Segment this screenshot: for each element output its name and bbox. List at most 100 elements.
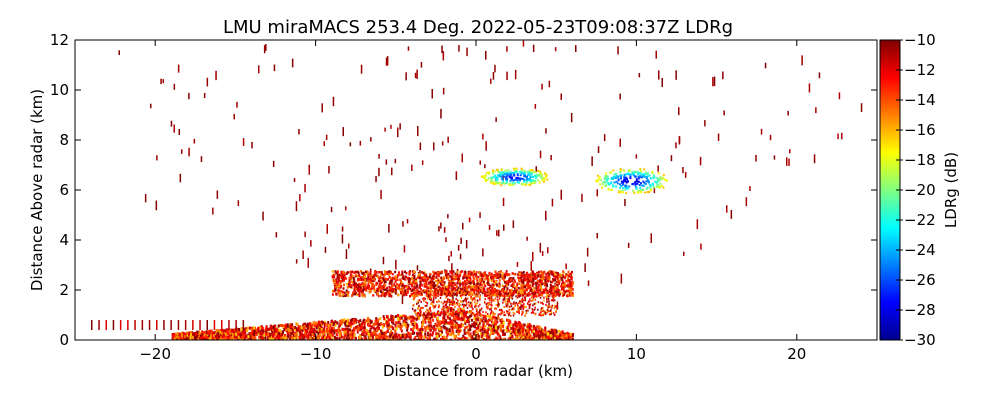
ldr-pixel bbox=[322, 328, 325, 332]
ldr-pixel bbox=[350, 333, 353, 337]
ldr-pixel bbox=[386, 272, 389, 275]
ldr-pixel bbox=[435, 332, 438, 336]
ldr-pixel bbox=[452, 292, 455, 295]
ldr-pixel bbox=[460, 324, 463, 328]
ldr-pixel bbox=[441, 141, 444, 146]
ldr-pixel bbox=[571, 292, 574, 295]
ldr-pixel bbox=[201, 332, 204, 336]
ldr-pixel bbox=[432, 318, 435, 322]
ldr-pixel bbox=[420, 292, 423, 296]
ldr-pixel bbox=[555, 337, 558, 340]
ldr-pixel bbox=[426, 286, 429, 290]
ldr-pixel bbox=[144, 194, 147, 203]
ldr-pixel bbox=[523, 284, 526, 287]
ldr-pixel bbox=[422, 319, 424, 323]
ldr-pixel bbox=[453, 334, 456, 338]
ldr-pixel bbox=[523, 305, 526, 308]
ldr-pixel bbox=[330, 338, 333, 340]
ldr-pixel bbox=[572, 281, 575, 285]
ldr-pixel bbox=[479, 160, 481, 165]
ldr-pixel bbox=[336, 336, 339, 340]
ldr-pixel bbox=[342, 293, 345, 296]
ldr-pixel bbox=[447, 278, 450, 281]
ldr-pixel bbox=[351, 270, 354, 273]
ldr-pixel bbox=[403, 286, 406, 289]
ldr-pixel bbox=[517, 286, 520, 290]
ldr-pixel bbox=[431, 290, 434, 293]
ldr-pixel bbox=[495, 289, 498, 293]
ldr-pixel bbox=[463, 280, 466, 283]
ldr-pixel bbox=[272, 160, 275, 167]
ldr-pixel bbox=[554, 275, 557, 278]
ldr-pixel bbox=[323, 325, 326, 329]
ldr-pixel bbox=[399, 327, 402, 331]
ldr-pixel bbox=[555, 311, 557, 314]
ldr-pixel bbox=[537, 308, 539, 311]
ldr-pixel bbox=[433, 296, 435, 299]
ldr-pixel bbox=[194, 336, 197, 340]
ldr-pixel bbox=[487, 276, 490, 280]
ldr-pixel bbox=[532, 279, 535, 283]
ldr-pixel bbox=[381, 293, 384, 296]
ldr-pixel bbox=[336, 284, 339, 288]
ldr-pixel bbox=[523, 336, 526, 339]
ldr-pixel bbox=[367, 316, 369, 320]
ldr-pixel bbox=[364, 278, 367, 282]
ldr-pixel bbox=[420, 277, 423, 280]
ldr-pixel bbox=[471, 303, 473, 306]
ldr-pixel bbox=[534, 295, 536, 298]
ldr-pixel bbox=[338, 276, 341, 280]
ldr-pixel bbox=[465, 240, 468, 249]
ldr-pixel bbox=[440, 280, 443, 283]
ldr-pixel bbox=[454, 283, 457, 287]
ldr-pixel bbox=[544, 283, 547, 287]
ldr-pixel bbox=[442, 320, 445, 324]
ldr-pixel bbox=[380, 280, 383, 283]
ldr-pixel bbox=[556, 283, 559, 287]
ldr-pixel bbox=[417, 276, 419, 279]
ldr-pixel bbox=[331, 270, 334, 273]
ldr-pixel bbox=[558, 294, 561, 297]
ldr-pixel bbox=[312, 321, 315, 324]
ldr-pixel bbox=[525, 288, 528, 291]
ldr-pixel bbox=[516, 289, 518, 292]
ldr-pixel bbox=[423, 326, 426, 330]
ldr-pixel bbox=[683, 251, 685, 256]
ldr-pixel bbox=[362, 333, 365, 337]
ldr-pixel bbox=[508, 300, 511, 303]
ldr-pixel bbox=[397, 321, 400, 325]
ldr-pixel bbox=[495, 322, 498, 326]
ldr-pixel bbox=[486, 278, 489, 281]
ldr-pixel bbox=[354, 336, 357, 340]
ldr-pixel bbox=[467, 316, 470, 320]
ldr-pixel bbox=[470, 272, 473, 276]
ldr-pixel bbox=[459, 270, 462, 274]
ldr-pixel bbox=[293, 327, 296, 331]
ldr-pixel bbox=[398, 271, 400, 274]
ldr-pixel bbox=[518, 294, 521, 297]
ldr-pixel bbox=[443, 312, 446, 316]
ldr-pixel bbox=[454, 317, 457, 321]
ldr-pixel bbox=[479, 328, 482, 332]
ldr-pixel bbox=[562, 275, 565, 279]
ldr-pixel bbox=[531, 308, 534, 311]
ldr-pixel bbox=[509, 330, 512, 334]
ldr-pixel bbox=[391, 276, 394, 280]
ldr-pixel bbox=[338, 284, 340, 288]
ldr-pixel bbox=[325, 336, 328, 340]
ldr-pixel bbox=[551, 330, 554, 334]
ldr-pixel bbox=[450, 282, 453, 285]
ldr-pixel bbox=[550, 270, 552, 273]
ldr-pixel bbox=[540, 270, 543, 273]
ldr-pixel bbox=[504, 276, 506, 279]
ldr-pixel bbox=[450, 271, 453, 274]
ldr-pixel bbox=[483, 282, 486, 286]
ldr-pixel bbox=[356, 330, 359, 334]
ldr-pixel bbox=[273, 324, 276, 328]
ldr-pixel bbox=[356, 325, 359, 329]
ldr-pixel bbox=[203, 330, 206, 334]
ldr-pixel bbox=[326, 329, 329, 333]
ldr-pixel bbox=[393, 333, 396, 337]
ldr-pixel bbox=[503, 287, 506, 291]
ldr-pixel bbox=[478, 271, 481, 275]
